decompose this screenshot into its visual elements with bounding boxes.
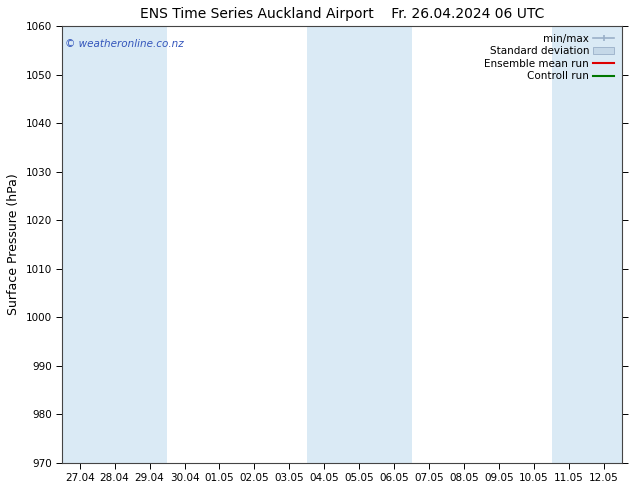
Text: © weatheronline.co.nz: © weatheronline.co.nz — [65, 39, 184, 49]
Y-axis label: Surface Pressure (hPa): Surface Pressure (hPa) — [7, 173, 20, 316]
Legend: min/max, Standard deviation, Ensemble mean run, Controll run: min/max, Standard deviation, Ensemble me… — [482, 31, 616, 83]
Bar — [97, 26, 132, 463]
Title: ENS Time Series Auckland Airport    Fr. 26.04.2024 06 UTC: ENS Time Series Auckland Airport Fr. 26.… — [139, 7, 544, 21]
Bar — [552, 26, 586, 463]
Bar — [377, 26, 411, 463]
Bar — [586, 26, 621, 463]
Bar — [62, 26, 97, 463]
Bar — [132, 26, 167, 463]
Bar — [307, 26, 342, 463]
Bar — [342, 26, 377, 463]
